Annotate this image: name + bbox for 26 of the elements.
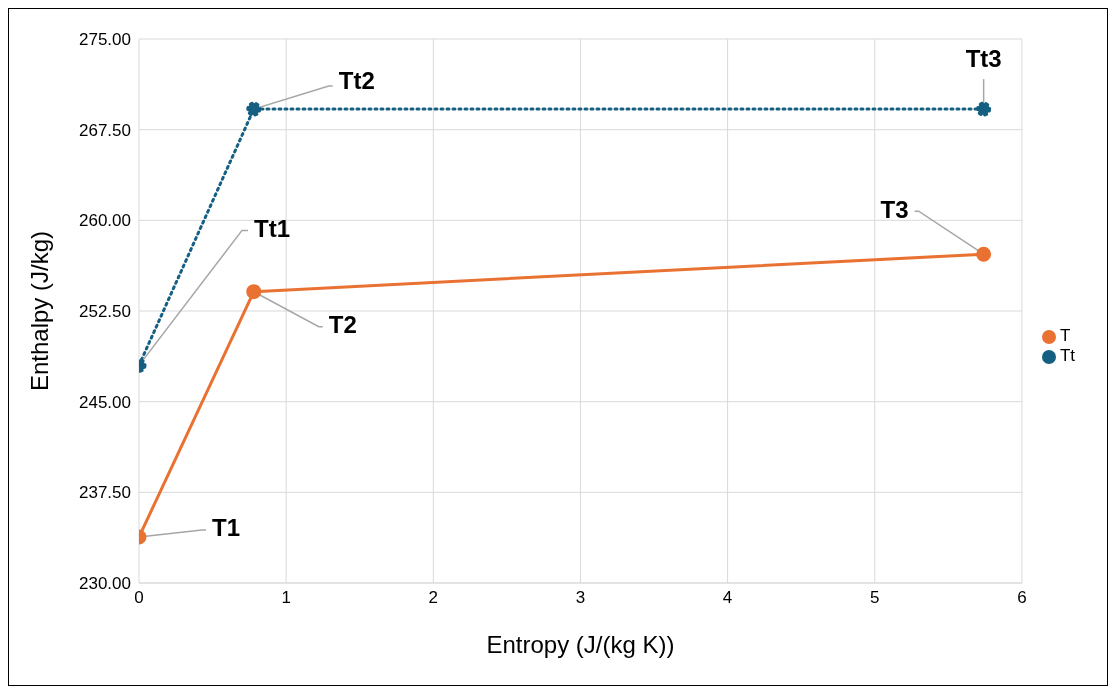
x-tick-label: 2 [428, 588, 439, 608]
x-tick-label: 6 [1017, 588, 1027, 608]
annotation: T2 [328, 311, 357, 338]
annotation: Tt2 [338, 67, 375, 95]
legend-label: Tt [1059, 346, 1075, 365]
x-tick-label: 4 [722, 588, 733, 608]
annotation: T1 [212, 514, 241, 542]
y-tick-label: 237.50 [79, 483, 131, 503]
y-tick-label: 252.50 [79, 302, 131, 322]
point [976, 246, 992, 262]
y-tick-label: 275.00 [79, 30, 131, 50]
annotation: Tt3 [965, 45, 1002, 73]
y-tick-label: 230.00 [79, 574, 131, 594]
x-tick-label: 3 [575, 588, 586, 608]
y-tick-label: 260.00 [79, 211, 131, 231]
legend-label: T [1059, 326, 1071, 345]
x-axis-title: Entropy (J/(kg K)) [486, 631, 675, 658]
annotation: T3 [880, 195, 909, 223]
x-tick-label: 0 [134, 588, 144, 608]
y-tick-label: 267.50 [79, 120, 131, 140]
point [976, 101, 992, 117]
annotation: Tt1 [254, 214, 290, 242]
x-tick-label: 5 [870, 588, 880, 608]
x-tick-label: 1 [281, 588, 291, 608]
y-axis-title: Enthalpy (J/kg) [25, 230, 53, 392]
y-tick-label: 245.00 [79, 392, 131, 412]
